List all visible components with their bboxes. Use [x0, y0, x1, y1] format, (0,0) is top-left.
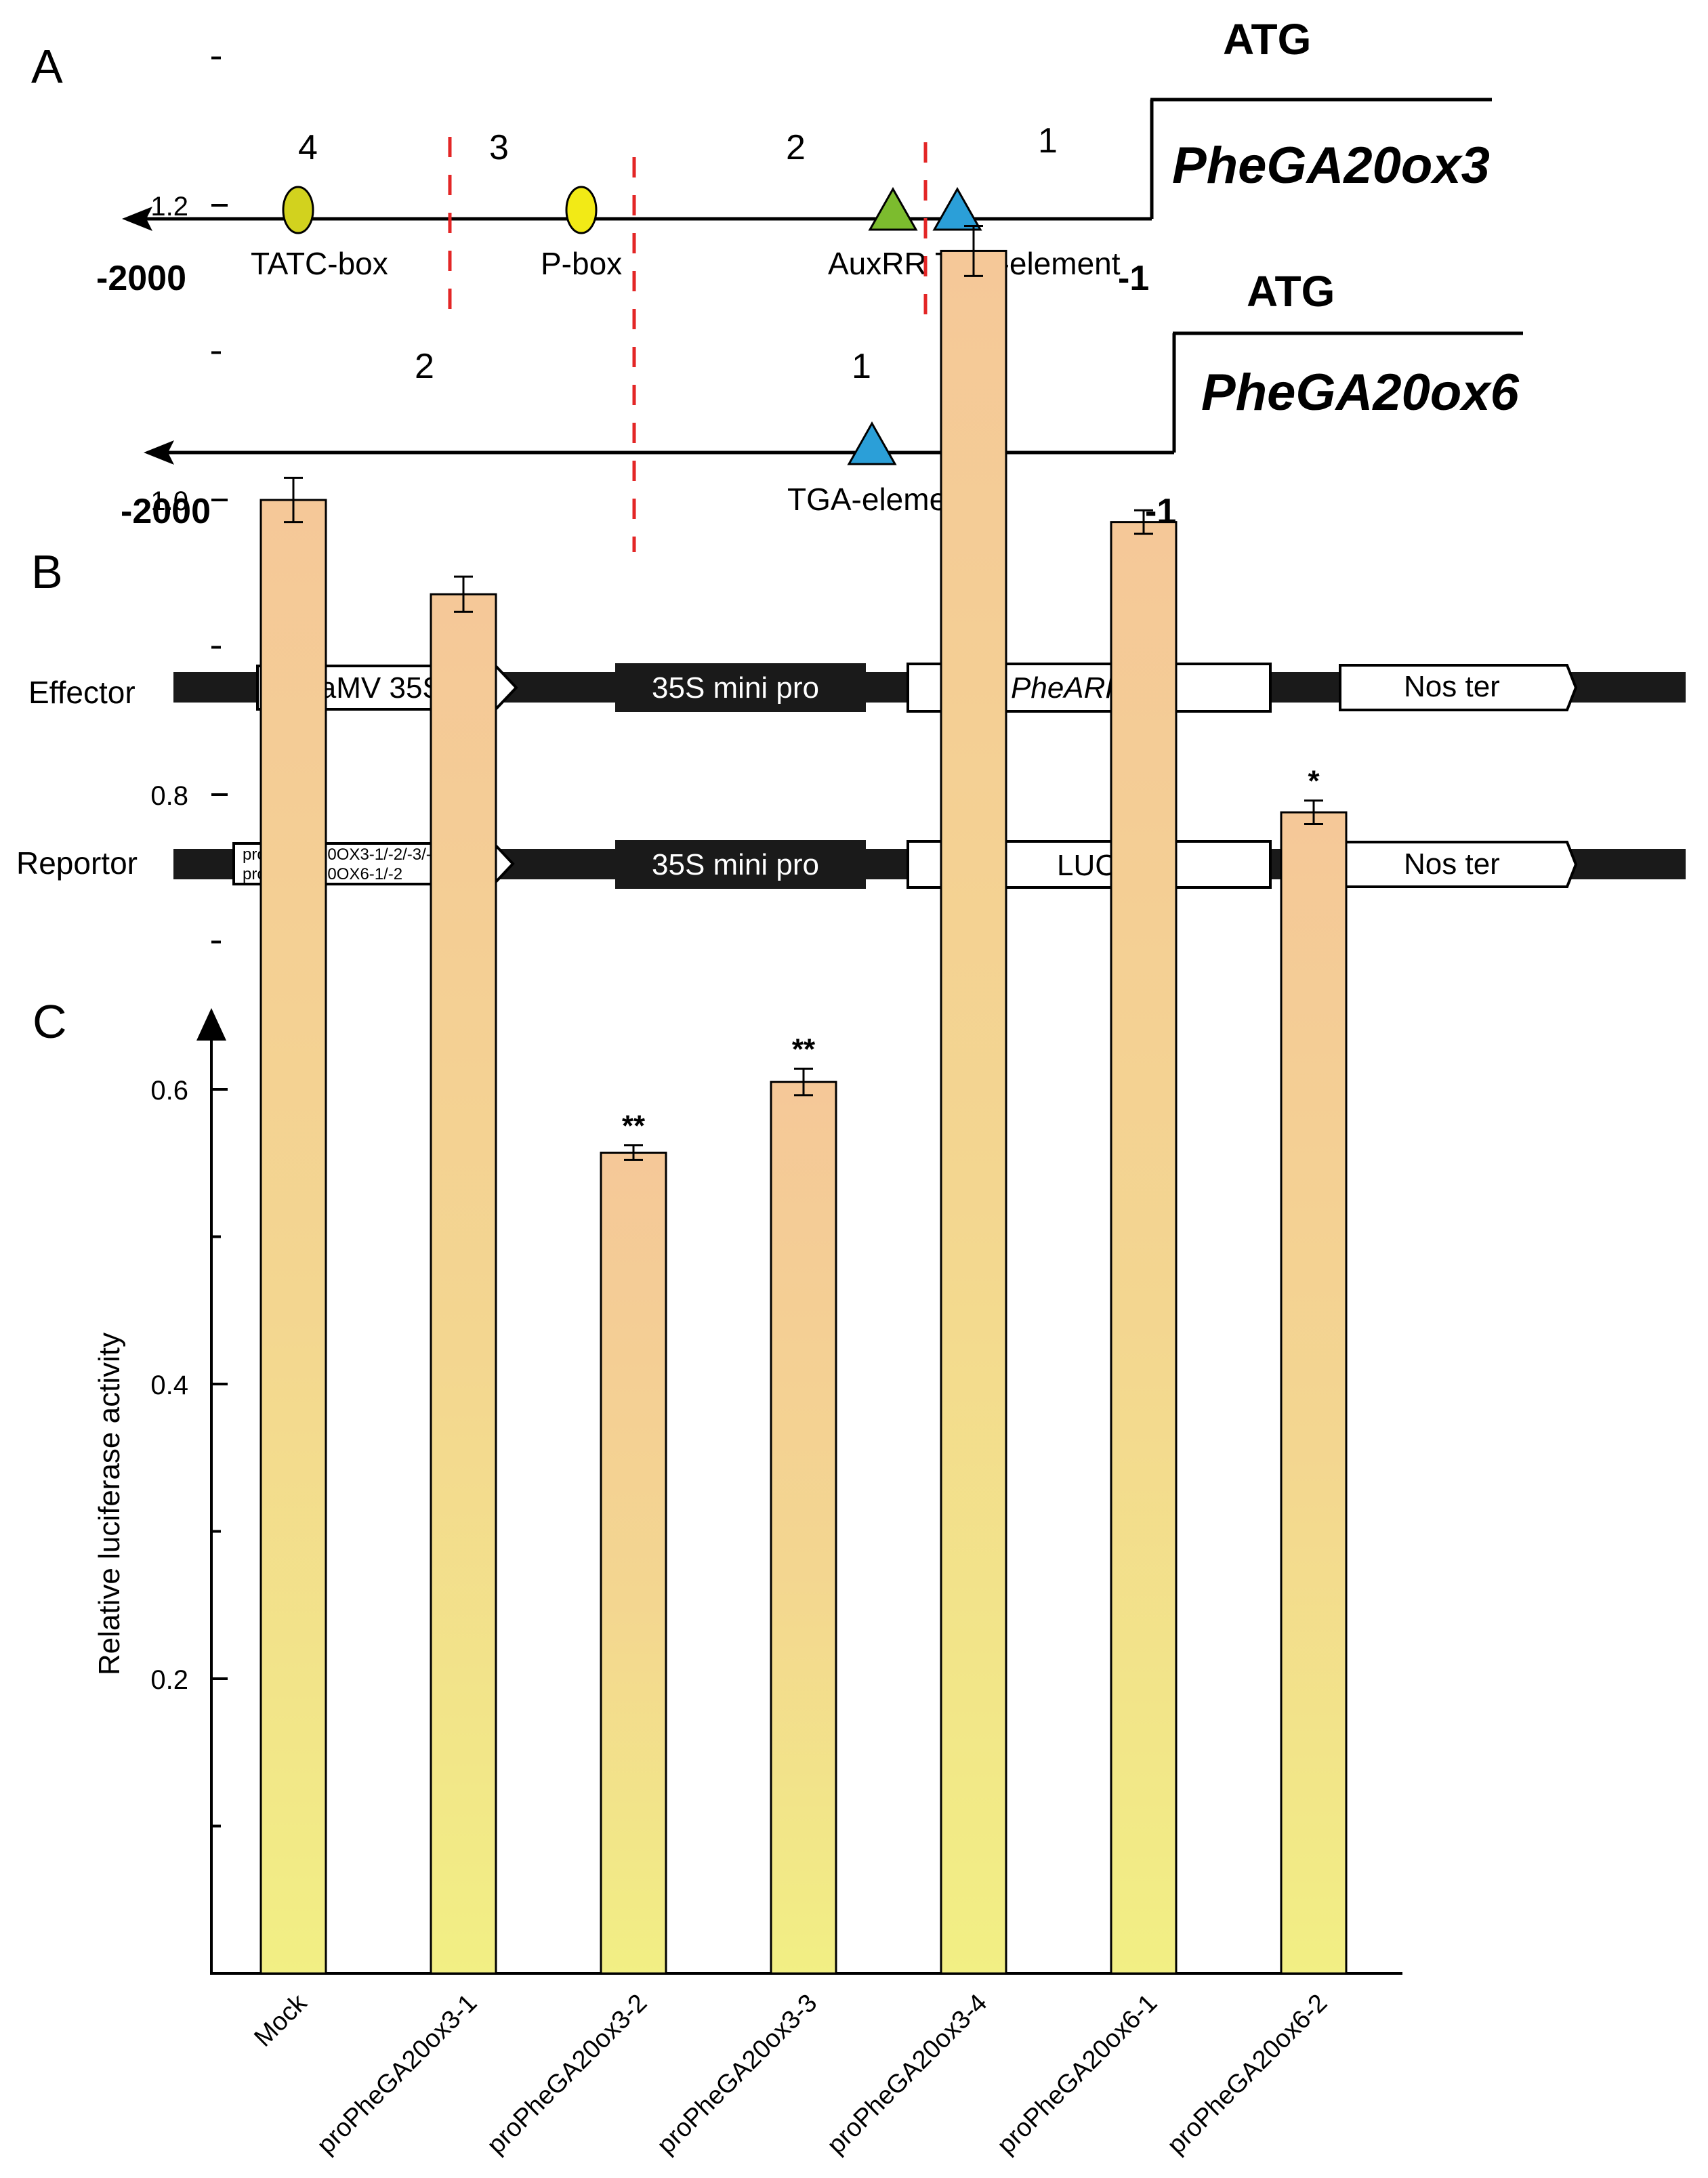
y-tick-label: 0.2: [150, 1665, 188, 1695]
error-bar: [284, 476, 303, 524]
construct-label: Effector: [28, 675, 136, 710]
error-bar: [794, 1068, 813, 1097]
region-number: 4: [298, 128, 318, 167]
x-tick-label: proPheGA20ox3-3: [652, 1989, 822, 2160]
y-tick-label: 1.2: [150, 192, 188, 222]
bar: [259, 499, 327, 1975]
error-bar: [964, 224, 983, 277]
ga20ox3-promoter: ATG PheGA20ox3 -2000 -1 4 3 2 1 TATC-box…: [96, 15, 1492, 298]
x-tick-label: proPheGA20ox6-2: [1162, 1989, 1333, 2160]
atg-label: ATG: [1247, 267, 1335, 316]
region-number: 2: [415, 347, 434, 386]
significance-marker: **: [792, 1033, 816, 1066]
start-label: -2000: [121, 492, 211, 531]
y-tick-label: 0.4: [150, 1370, 188, 1400]
p-box-marker: [565, 186, 598, 234]
bar: [600, 1152, 667, 1975]
significance-marker: *: [1308, 765, 1320, 798]
bar: [1280, 811, 1348, 1975]
panel-label-a: A: [31, 40, 63, 93]
x-tick-label: proPheGA20ox3-1: [312, 1989, 482, 2160]
construct-label: Reportor: [16, 845, 138, 881]
y-tick-label: 0.6: [150, 1076, 188, 1106]
x-tick-label: proPheGA20ox6-1: [992, 1989, 1163, 2160]
tga-element-marker: [932, 186, 982, 231]
error-bar: [1134, 509, 1153, 535]
region-number: 1: [852, 347, 871, 386]
start-label: -2000: [96, 259, 186, 298]
mini-promoter-box: [615, 840, 866, 889]
gene-name: PheGA20ox6: [1201, 364, 1520, 421]
error-bar: [1304, 799, 1323, 825]
y-axis-label: Relative luciferase activity: [93, 1333, 126, 1675]
error-bar: [624, 1144, 643, 1161]
gene-label: LUC: [1057, 849, 1117, 882]
element-label: TATC-box: [251, 246, 388, 281]
panel-label-b: B: [31, 545, 63, 598]
bars: *****: [259, 224, 1348, 1975]
terminator-label: Nos ter: [1404, 670, 1500, 703]
bar: [770, 1081, 837, 1975]
error-bar: [454, 575, 473, 613]
y-tick-label: 1.0: [150, 486, 188, 516]
x-tick-label: Mock: [249, 1988, 313, 2053]
element-label: AuxRR: [828, 246, 927, 281]
x-tick-label: proPheGA20ox3-2: [482, 1989, 652, 2160]
panel-label-c: C: [33, 995, 67, 1048]
mini-promoter-label: 35S mini pro: [652, 848, 819, 881]
mini-promoter-box: [615, 663, 866, 712]
ga20ox6-promoter: ATG PheGA20ox6 -2000 -1 2 1 TGA-element: [121, 267, 1523, 531]
x-tick-labels: MockproPheGA20ox3-1proPheGA20ox3-2proPhe…: [249, 1988, 1333, 2160]
y-ticks: 0.2 0.4 0.6 0.8 1.0 1.2: [150, 56, 228, 1828]
bar: [940, 249, 1007, 1975]
bar: [1110, 521, 1178, 1975]
region-dividers: [448, 137, 928, 552]
gene-name: PheGA20ox3: [1172, 137, 1490, 194]
y-axis-arrow-icon: [196, 1008, 226, 1041]
tga-element-marker: [847, 421, 897, 465]
element-label: P-box: [541, 246, 622, 281]
reporter-construct: Reportor proPheGA20OX3-1/-2/-3/-4 proPhe…: [16, 805, 1686, 922]
region-number: 3: [489, 128, 509, 167]
x-tick-label: proPheGA20ox3-4: [822, 1989, 993, 2160]
region-number: 2: [786, 128, 806, 167]
bar: [430, 593, 497, 1975]
significance-marker: **: [622, 1110, 646, 1143]
region-number: 1: [1038, 121, 1058, 161]
arrow-left-icon: [122, 207, 152, 231]
terminator-label: Nos ter: [1404, 847, 1500, 881]
arrow-left-icon: [144, 440, 174, 465]
y-tick-label: 0.8: [150, 781, 188, 811]
atg-label: ATG: [1223, 15, 1311, 64]
end-label: -1: [1118, 259, 1149, 298]
tatc-box-marker: [282, 186, 314, 234]
auxrr-marker: [868, 186, 918, 231]
mini-promoter-label: 35S mini pro: [652, 671, 819, 705]
terminator-box: [1339, 664, 1578, 711]
